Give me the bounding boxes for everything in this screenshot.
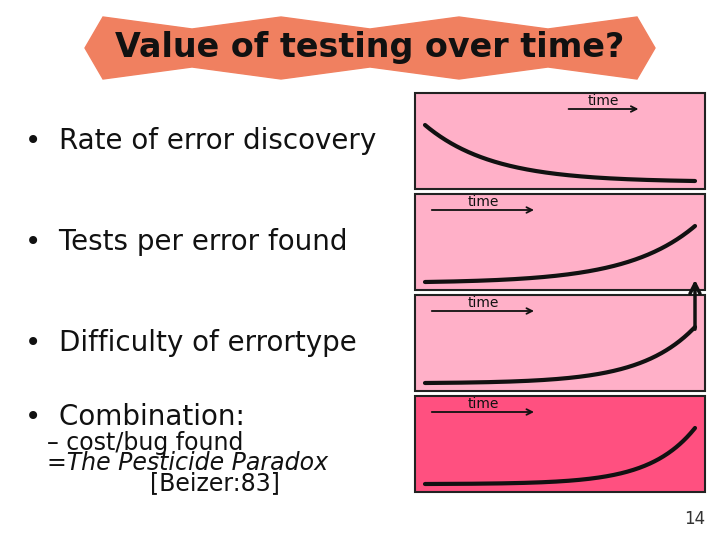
- Text: •  Rate of error discovery: • Rate of error discovery: [25, 127, 377, 155]
- Text: =The Pesticide Paradox: =The Pesticide Paradox: [47, 451, 328, 475]
- Text: time: time: [467, 195, 498, 209]
- Bar: [415, 396, 705, 492]
- Bar: [415, 93, 705, 189]
- Text: time: time: [467, 296, 498, 310]
- Text: time: time: [467, 397, 498, 411]
- Text: •  Tests per error found: • Tests per error found: [25, 228, 348, 256]
- Text: – cost/bug found: – cost/bug found: [47, 431, 243, 455]
- Polygon shape: [85, 17, 655, 79]
- Text: [Beizer:83]: [Beizer:83]: [150, 471, 280, 495]
- Text: •  Combination:: • Combination:: [25, 403, 245, 431]
- Bar: [415, 194, 705, 290]
- Bar: [415, 295, 705, 391]
- Text: time: time: [588, 94, 619, 108]
- Text: 14: 14: [684, 510, 705, 528]
- Text: Value of testing over time?: Value of testing over time?: [115, 31, 625, 64]
- Text: •  Difficulty of errortype: • Difficulty of errortype: [25, 329, 356, 357]
